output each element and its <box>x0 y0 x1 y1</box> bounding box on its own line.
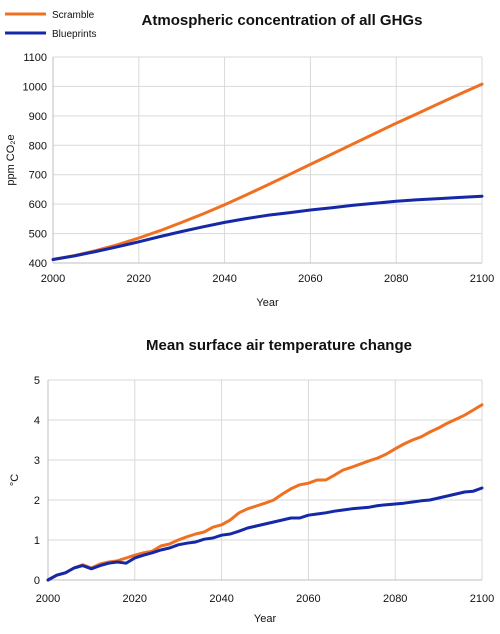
x-tick-label: 2060 <box>298 273 322 285</box>
x-tick-label: 2000 <box>36 593 60 605</box>
y-tick-label: 1 <box>34 535 40 547</box>
x-tick-label: 2020 <box>127 273 151 285</box>
y-tick-label: 1000 <box>23 81 47 93</box>
y-tick-label: 400 <box>29 258 47 270</box>
series-line-blueprints <box>46 486 484 582</box>
y-tick-label: 5 <box>34 375 40 387</box>
y-axis-label: ppm CO₂e <box>5 134 17 185</box>
x-tick-label: 2000 <box>41 273 65 285</box>
x-tick-label: 2080 <box>384 273 408 285</box>
y-tick-label: 800 <box>29 140 47 152</box>
series-line-scramble <box>51 82 484 261</box>
chart-title: Mean surface air temperature change <box>146 337 412 354</box>
x-tick-label: 2040 <box>209 593 233 605</box>
x-tick-label: 2040 <box>212 273 236 285</box>
y-tick-label: 900 <box>29 111 47 123</box>
x-axis-label: Year <box>254 613 277 625</box>
legend-label-blueprints: Blueprints <box>52 29 96 40</box>
x-tick-label: 2100 <box>470 593 494 605</box>
x-tick-label: 2020 <box>123 593 147 605</box>
y-tick-label: 4 <box>34 415 40 427</box>
legend-label-scramble: Scramble <box>52 10 95 21</box>
x-tick-label: 2080 <box>383 593 407 605</box>
y-tick-label: 2 <box>34 495 40 507</box>
x-tick-label: 2100 <box>470 273 494 285</box>
y-tick-label: 500 <box>29 229 47 241</box>
x-axis-label: Year <box>256 297 279 309</box>
y-tick-label: 3 <box>34 455 40 467</box>
series-line-blueprints <box>51 194 484 261</box>
series-line-scramble <box>46 403 484 582</box>
y-tick-label: 600 <box>29 199 47 211</box>
y-axis-label: °C <box>9 474 21 486</box>
y-tick-label: 0 <box>34 575 40 587</box>
x-tick-label: 2060 <box>296 593 320 605</box>
chart-title: Atmospheric concentration of all GHGs <box>142 12 423 29</box>
y-tick-label: 1100 <box>23 52 47 64</box>
y-tick-label: 700 <box>29 170 47 182</box>
